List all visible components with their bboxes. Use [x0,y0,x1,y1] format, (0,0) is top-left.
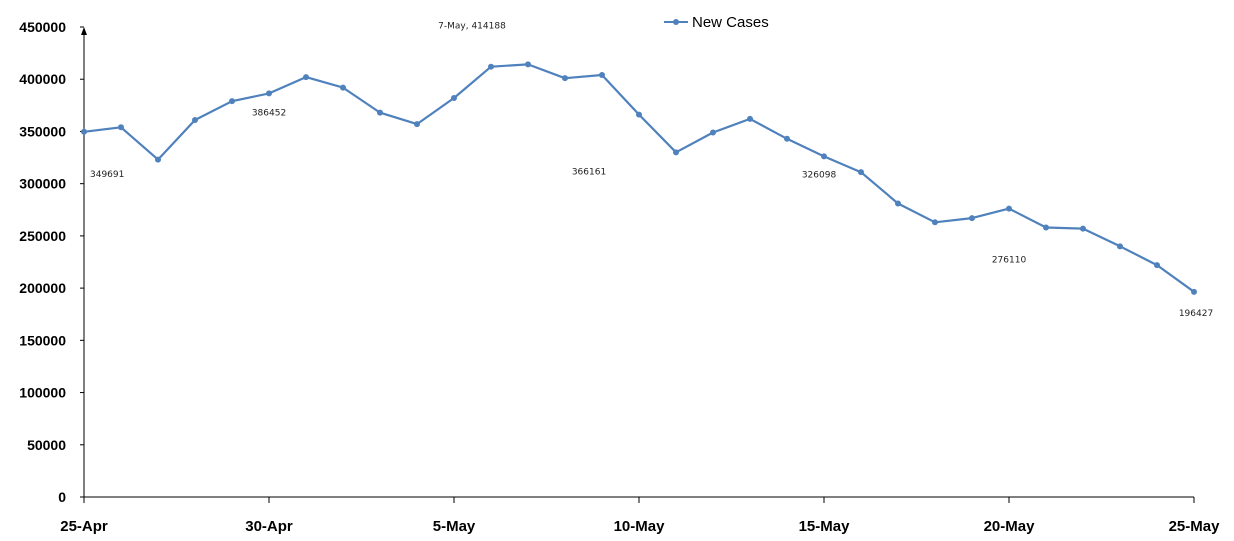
data-label: 366161 [572,168,606,178]
y-tick-label: 0 [58,489,66,505]
data-point [599,72,605,79]
y-tick-label: 100000 [19,385,66,401]
data-label: 386452 [252,108,286,118]
data-point [747,115,753,122]
legend-point-marker [673,19,679,25]
series-line [83,63,1195,293]
data-point [710,129,716,136]
data-point [932,219,938,226]
data-point [673,149,679,156]
y-tick-label: 150000 [19,332,66,348]
x-tick-label: 30-Apr [245,518,293,535]
data-point [303,74,309,81]
y-ticks: 0 50000 100000 150000 200000 250000 300000 3500… [19,19,84,505]
y-tick-label: 50000 [27,437,66,453]
data-label: 349691 [90,170,124,180]
data-point [784,135,790,142]
data-point [636,111,642,118]
legend-label: New Cases [692,14,769,31]
data-point [81,128,87,135]
data-point [1154,262,1160,269]
data-point [414,121,420,128]
data-point [266,90,272,97]
y-axis-arrow [81,27,87,35]
x-tick-label: 25-Apr [60,518,108,535]
x-tick-label: 10-May [614,518,666,535]
data-point [451,95,457,102]
data-point [1043,224,1049,231]
data-label: 326098 [802,170,837,180]
data-point [1117,243,1123,250]
data-point [525,61,531,68]
data-point [1080,225,1086,232]
y-tick-label: 400000 [19,71,66,87]
data-point [969,215,975,222]
y-tick-label: 350000 [19,123,66,139]
data-point [192,116,198,123]
series [81,61,1197,295]
data-point [895,200,901,207]
y-tick-label: 200000 [19,280,66,296]
x-tick-label: 15-May [799,518,851,535]
data-point [562,75,568,82]
data-point [821,153,827,160]
data-point [1006,205,1012,212]
x-tick-label: 20-May [984,518,1036,535]
y-tick-label: 250000 [19,228,66,244]
x-tick-label: 25-May [1169,518,1221,535]
data-point [858,169,864,176]
data-point [118,124,124,131]
data-point [377,109,383,116]
data-label: 196427 [1179,309,1213,319]
data-point [229,98,235,105]
y-tick-label: 300000 [19,176,66,192]
data-point [155,156,161,163]
legend: New Cases [664,14,769,31]
data-point [340,84,346,91]
data-point [488,63,494,70]
y-tick-label: 450000 [19,19,66,35]
data-point [1191,288,1197,295]
data-label: 7-May, 414188 [438,21,506,31]
data-label: 276110 [992,256,1027,266]
x-tick-label: 5-May [433,518,476,535]
x-ticks: 25-Apr 30-Apr 5-May 10-May 15-May 20-May 25-Ma… [60,497,1220,535]
data-labels: 349691 386452 7-May, 414188 366161 326098 276… [90,21,1213,318]
